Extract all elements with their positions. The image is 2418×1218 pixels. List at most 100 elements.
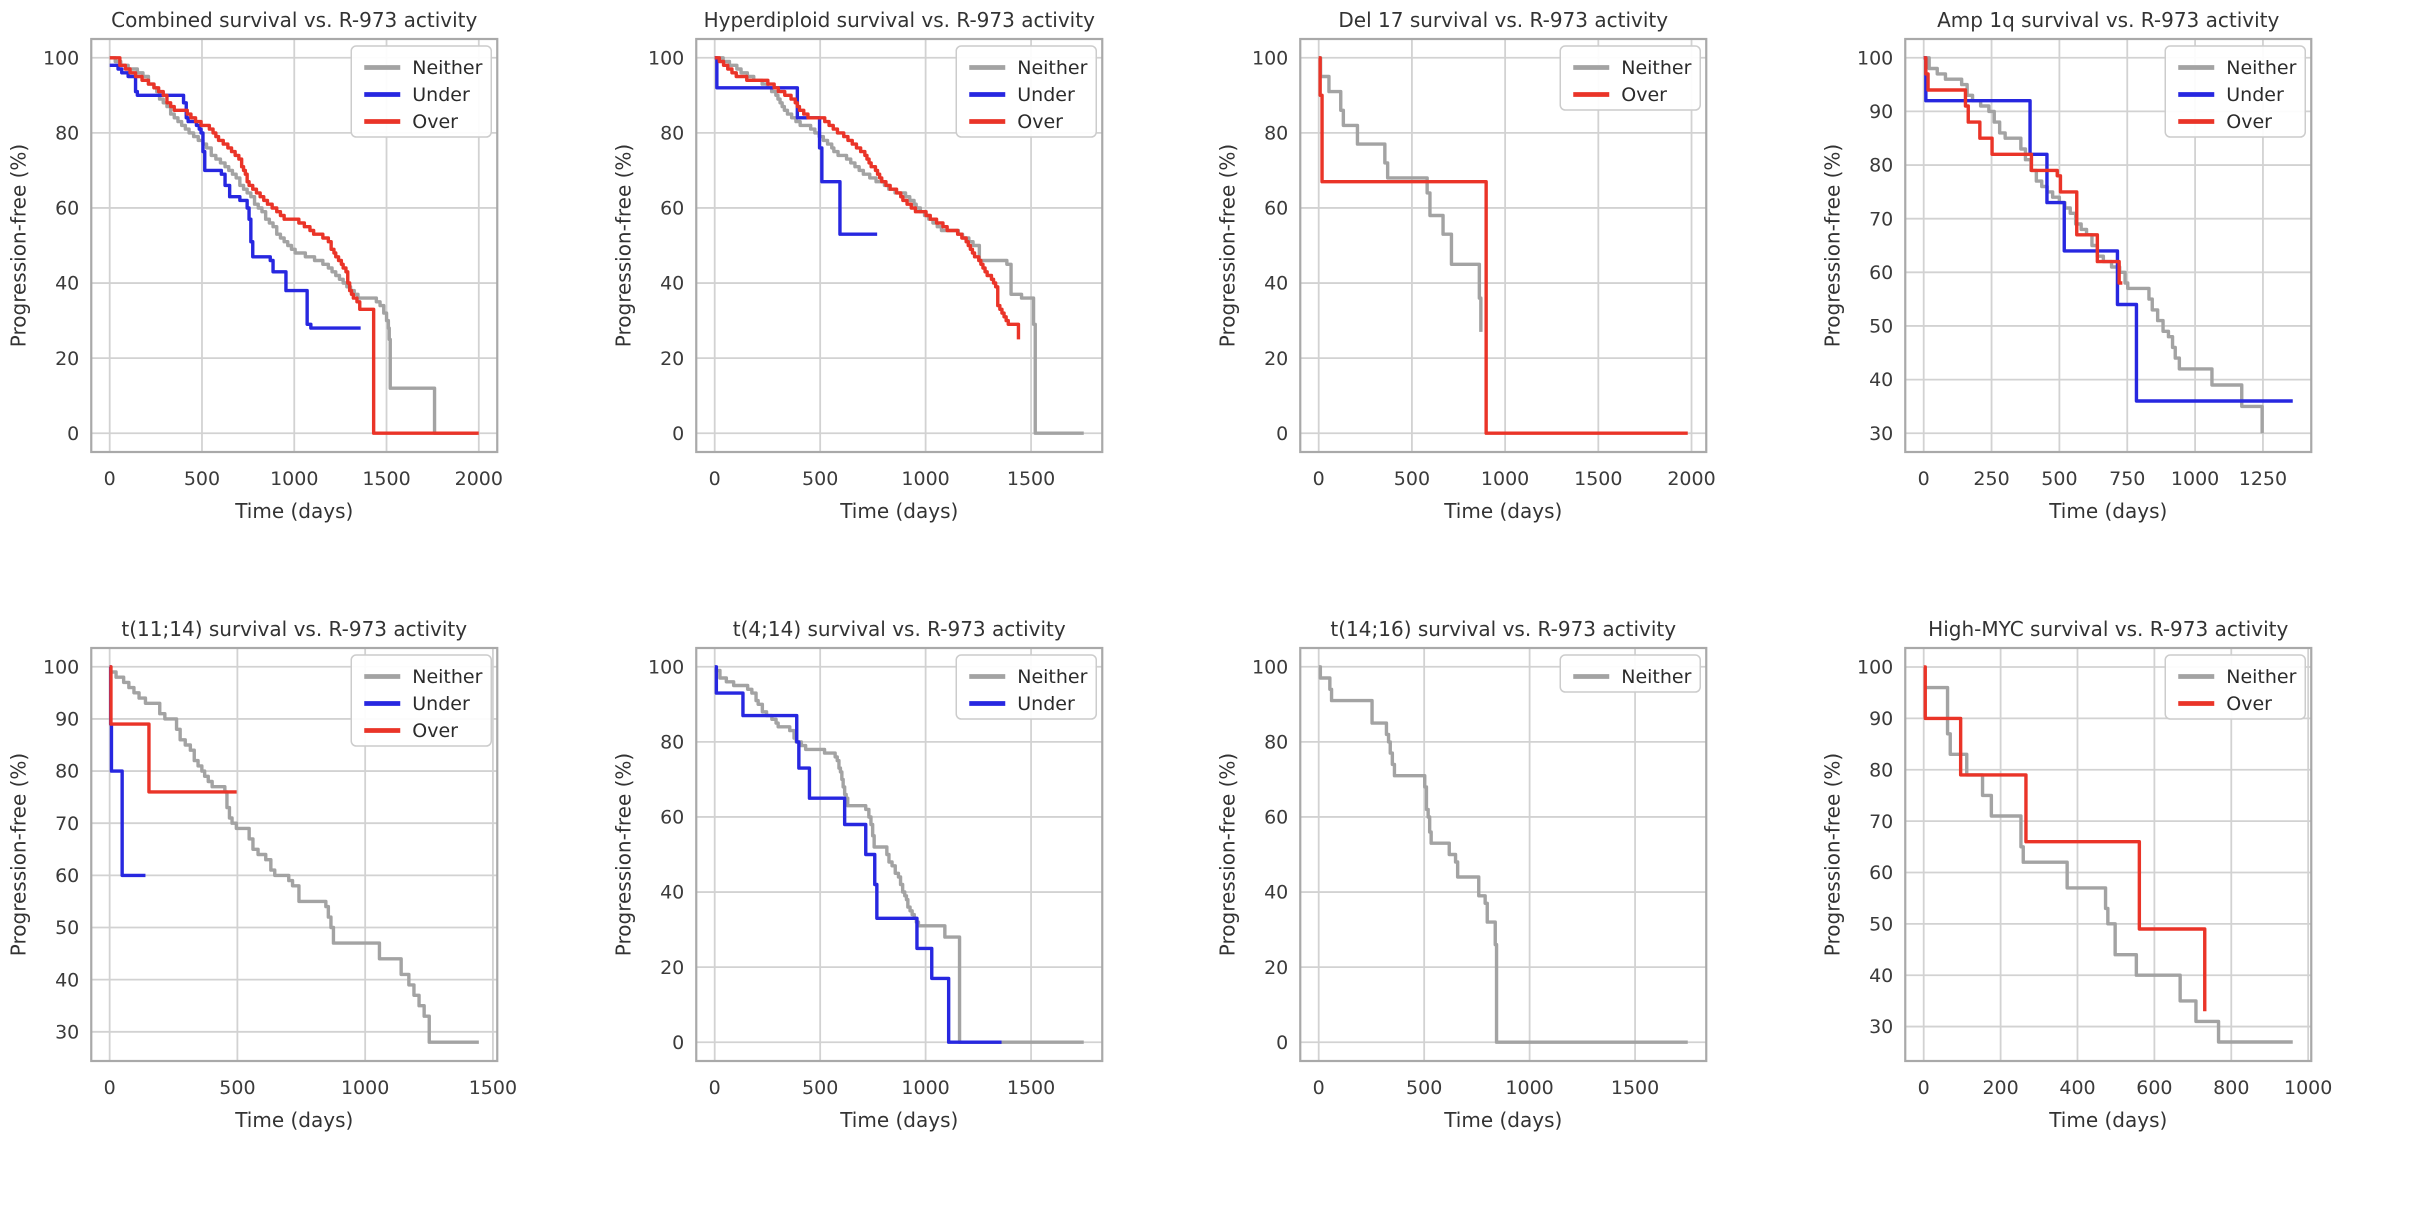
chart-del17-survival: 0 500 1000 1500 2000 0 20 40 60 80 100 Time (days) P… [1209, 0, 1814, 609]
y-tick-label: 20 [55, 348, 79, 370]
series-line-neither [1318, 56, 1483, 332]
y-tick-label: 100 [647, 47, 683, 69]
legend: Neither Under Over [955, 45, 1097, 138]
series-line-neither [1923, 685, 2293, 1044]
y-tick-label: 80 [1869, 759, 1893, 781]
km-plot-svg: 0 500 1000 1500 2000 0 20 40 60 80 100 Time (days) P… [1209, 0, 1814, 609]
y-tick-label: 20 [660, 348, 684, 370]
series-line-over [1923, 56, 2122, 285]
y-tick-label: 70 [55, 813, 79, 835]
x-tick-label: 1000 [1481, 468, 1529, 490]
y-tick-label: 60 [660, 198, 684, 220]
legend: Neither Under [955, 654, 1097, 720]
x-tick-label: 1500 [1611, 1077, 1659, 1099]
y-tick-label: 40 [1264, 882, 1288, 904]
y-tick-label: 60 [1264, 807, 1288, 829]
chart-title: Amp 1q survival vs. R-973 activity [1937, 8, 2279, 32]
x-tick-label: 500 [1394, 468, 1430, 490]
legend-label-under: Under [1017, 693, 1075, 715]
y-tick-label: 40 [55, 273, 79, 295]
x-tick-label: 2000 [455, 468, 503, 490]
y-tick-label: 100 [1252, 47, 1288, 69]
legend-label-neither: Neither [2226, 666, 2296, 688]
y-tick-label: 90 [1869, 101, 1893, 123]
y-tick-label: 0 [672, 1032, 684, 1054]
plot-background [0, 0, 605, 609]
y-tick-label: 80 [1264, 123, 1288, 145]
legend: Neither [1559, 654, 1701, 693]
y-tick-label: 50 [55, 917, 79, 939]
x-tick-label: 500 [802, 1077, 838, 1099]
y-axis-label: Progression-free (%) [1215, 753, 1239, 956]
y-tick-label: 70 [1869, 811, 1893, 833]
y-tick-label: 60 [55, 198, 79, 220]
series-line-over [109, 665, 237, 794]
series-line-under [1923, 56, 2293, 403]
chart-title: High-MYC survival vs. R-973 activity [1928, 617, 2288, 641]
y-tick-label: 100 [1252, 656, 1288, 678]
y-tick-label: 100 [43, 656, 79, 678]
y-tick-label: 70 [1869, 208, 1893, 230]
y-tick-label: 80 [1264, 732, 1288, 754]
y-tick-label: 40 [1869, 369, 1893, 391]
plot-background [604, 0, 1209, 609]
chart-title: Hyperdiploid survival vs. R-973 activity [703, 8, 1095, 32]
y-tick-label: 0 [67, 423, 79, 445]
legend-label-under: Under [412, 84, 470, 106]
plot-background [0, 609, 605, 1218]
km-plot-svg: 0 200 400 600 800 1000 30 40 50 60 70 80 90 100 Time (… [1813, 609, 2418, 1218]
y-tick-label: 0 [1276, 1032, 1288, 1054]
x-tick-label: 600 [2136, 1077, 2172, 1099]
y-tick-label: 80 [55, 761, 79, 783]
x-tick-label: 250 [1973, 468, 2009, 490]
y-axis-label: Progression-free (%) [611, 144, 635, 347]
chart-title: t(14;16) survival vs. R-973 activity [1330, 617, 1676, 641]
chart-title: Combined survival vs. R-973 activity [111, 8, 477, 32]
y-tick-label: 0 [672, 423, 684, 445]
y-tick-label: 20 [1264, 348, 1288, 370]
plot-background [604, 609, 1209, 1218]
x-axis-label: Time (days) [839, 499, 958, 523]
y-tick-label: 40 [1869, 965, 1893, 987]
x-tick-label: 0 [1313, 468, 1325, 490]
y-tick-label: 100 [1856, 657, 1892, 679]
x-axis-label: Time (days) [234, 499, 353, 523]
km-plot-svg: 0 500 1000 1500 0 20 40 60 80 100 Time (days) Progr… [604, 0, 1209, 609]
x-tick-label: 400 [2059, 1077, 2095, 1099]
y-tick-label: 20 [660, 957, 684, 979]
legend: Neither Under Over [2164, 45, 2306, 138]
x-tick-label: 2000 [1667, 468, 1715, 490]
x-tick-label: 200 [1982, 1077, 2018, 1099]
chart-amp1q-survival: 0 250 500 750 1000 1250 30 40 50 60 70 80 90 100 Time … [1813, 0, 2418, 609]
x-axis-label: Time (days) [234, 1108, 353, 1132]
km-plot-svg: 0 250 500 750 1000 1250 30 40 50 60 70 80 90 100 Time … [1813, 0, 2418, 609]
chart-t11-14-survival: 0 500 1000 1500 30 40 50 60 70 80 90 100 Time (days)… [0, 609, 605, 1218]
x-tick-label: 1500 [1574, 468, 1622, 490]
series-line-under [109, 63, 361, 330]
x-tick-label: 1000 [2283, 1077, 2331, 1099]
y-tick-label: 40 [660, 273, 684, 295]
y-tick-label: 30 [1869, 423, 1893, 445]
y-tick-label: 30 [1869, 1016, 1893, 1038]
y-tick-label: 80 [1869, 155, 1893, 177]
y-axis-label: Progression-free (%) [1820, 144, 1844, 347]
series-line-neither [1318, 665, 1688, 1044]
x-tick-label: 1500 [1006, 468, 1054, 490]
x-tick-label: 0 [104, 1077, 116, 1099]
axes-frame [1903, 646, 2312, 1063]
km-plot-svg: 0 500 1000 1500 0 20 40 60 80 100 Time (days) Progr… [1209, 609, 1814, 1218]
chart-hyperdiploid-survival: 0 500 1000 1500 0 20 40 60 80 100 Time (days) Progr… [604, 0, 1210, 609]
x-tick-label: 1500 [362, 468, 410, 490]
series-line-neither [714, 668, 1084, 1044]
series-line-over [714, 56, 1020, 340]
legend: Neither Under Over [350, 45, 492, 138]
x-axis-label: Time (days) [1443, 499, 1562, 523]
chart-high-myc-survival: 0 200 400 600 800 1000 30 40 50 60 70 80 90 100 Time (… [1813, 609, 2418, 1218]
x-tick-label: 500 [802, 468, 838, 490]
x-tick-label: 1000 [341, 1077, 389, 1099]
y-tick-label: 100 [647, 656, 683, 678]
legend-label-under: Under [412, 693, 470, 715]
y-tick-label: 80 [660, 123, 684, 145]
legend-label-under: Under [1017, 84, 1075, 106]
x-tick-label: 800 [2213, 1077, 2249, 1099]
